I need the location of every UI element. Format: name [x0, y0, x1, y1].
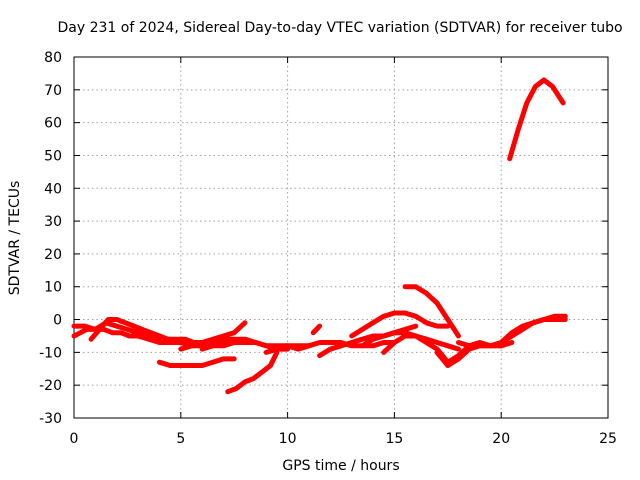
y-tick-label: 40 — [44, 181, 62, 197]
series-line-track-8 — [263, 340, 397, 355]
y-tick-label: 30 — [44, 214, 62, 230]
y-tick-label: 10 — [44, 280, 62, 296]
y-tick-label: -20 — [39, 378, 62, 394]
series-line-track-9 — [310, 323, 323, 336]
series-line-track-14 — [402, 284, 461, 339]
x-tick-label: 0 — [70, 431, 79, 447]
y-axis-ticks: -30 -20 -10 0 10 20 30 40 50 60 70 80 — [39, 50, 608, 427]
y-tick-label: 70 — [44, 83, 62, 99]
y-tick-label: 50 — [44, 148, 62, 164]
series-line-track-2 — [71, 320, 162, 342]
y-axis-label: SDTVAR / TECUs — [7, 181, 23, 296]
chart-title: Day 231 of 2024, Sidereal Day-to-day VTE… — [57, 20, 622, 36]
y-tick-label: 60 — [44, 116, 62, 132]
y-tick-label: -30 — [39, 411, 62, 427]
y-tick-label: 80 — [44, 50, 62, 66]
x-axis-label: GPS time / hours — [282, 458, 399, 474]
series-line-track-18 — [507, 77, 566, 162]
grid-layer — [74, 57, 608, 418]
data-series — [71, 77, 568, 395]
x-tick-label: 25 — [599, 431, 617, 447]
series-line-track-5 — [225, 349, 280, 395]
series-line-track-4 — [156, 356, 237, 368]
series-line-track-17 — [498, 317, 568, 345]
y-tick-label: -10 — [39, 345, 62, 361]
x-tick-label: 15 — [385, 431, 403, 447]
x-tick-label: 20 — [492, 431, 510, 447]
y-tick-label: 0 — [53, 313, 62, 329]
plot-frame — [73, 56, 609, 419]
x-tick-label: 10 — [279, 431, 297, 447]
y-tick-label: 20 — [44, 247, 62, 263]
series-line-track-11 — [349, 310, 451, 339]
x-tick-label: 5 — [176, 431, 185, 447]
series-line-track-6 — [178, 320, 248, 352]
x-axis-ticks: 0 5 10 15 20 25 — [70, 57, 617, 447]
